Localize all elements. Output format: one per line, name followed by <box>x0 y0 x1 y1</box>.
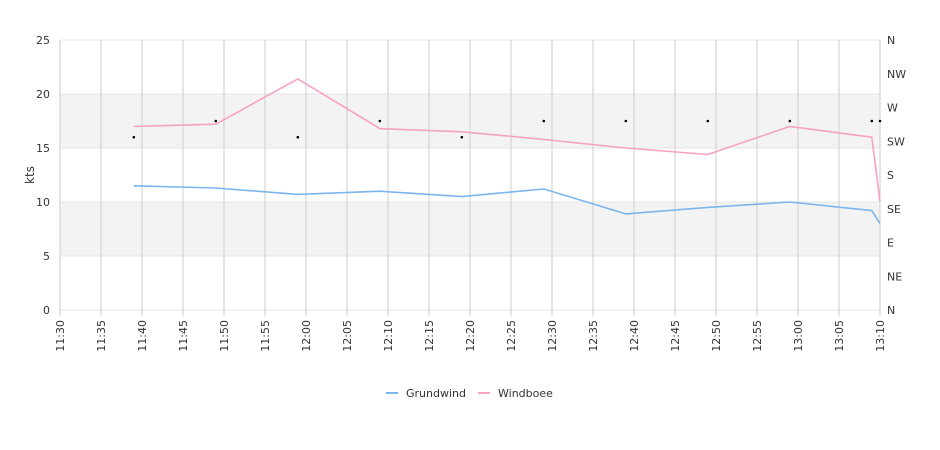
y-tick-label: 5 <box>43 250 50 263</box>
y-tick-label: 10 <box>36 196 50 209</box>
x-tick-label: 12:15 <box>423 320 436 352</box>
x-tick-label: 11:30 <box>54 320 67 352</box>
x-tick-label: 13:00 <box>792 320 805 352</box>
y2-tick-label: SE <box>887 203 901 216</box>
direction-marker <box>542 119 546 123</box>
y2-tick-label: SW <box>887 135 905 148</box>
y-tick-label: 25 <box>36 34 50 47</box>
x-tick-label: 11:40 <box>136 320 149 352</box>
x-tick-label: 11:55 <box>259 320 272 352</box>
direction-marker <box>296 135 300 139</box>
y2-tick-label: W <box>887 102 898 115</box>
series-line-grundwind <box>133 185 881 225</box>
direction-marker <box>788 119 792 123</box>
x-tick-label: 13:10 <box>874 320 887 352</box>
direction-marker <box>624 119 628 123</box>
direction-marker <box>378 119 382 123</box>
x-tick-label: 12:40 <box>628 320 641 352</box>
direction-marker <box>214 119 218 123</box>
y-axis-title: kts <box>23 166 37 184</box>
x-tick-label: 12:05 <box>341 320 354 352</box>
y2-tick-label: N <box>887 304 895 317</box>
y2-tick-label: NW <box>887 68 906 81</box>
x-tick-label: 12:30 <box>546 320 559 352</box>
x-tick-label: 12:20 <box>464 320 477 352</box>
y-tick-label: 15 <box>36 142 50 155</box>
series-line-windboee <box>133 78 881 203</box>
x-tick-label: 11:45 <box>177 320 190 352</box>
x-tick-label: 12:25 <box>505 320 518 352</box>
y2-tick-label: NE <box>887 270 902 283</box>
x-tick-label: 12:10 <box>382 320 395 352</box>
x-tick-label: 11:50 <box>218 320 231 352</box>
x-tick-label: 12:55 <box>751 320 764 352</box>
y2-tick-label: S <box>887 169 894 182</box>
direction-marker <box>870 119 874 123</box>
legend-label-windboee: Windboee <box>498 387 553 400</box>
x-tick-label: 11:35 <box>95 320 108 352</box>
direction-marker <box>706 119 710 123</box>
y2-tick-label: N <box>887 34 895 47</box>
direction-marker <box>878 119 882 123</box>
x-tick-label: 12:50 <box>710 320 723 352</box>
direction-marker <box>460 135 464 139</box>
x-tick-label: 12:35 <box>587 320 600 352</box>
y-tick-label: 20 <box>36 88 50 101</box>
x-tick-label: 12:00 <box>300 320 313 352</box>
legend-label-grundwind: Grundwind <box>406 387 466 400</box>
direction-marker <box>132 135 136 139</box>
y2-tick-label: E <box>887 237 894 250</box>
x-tick-label: 13:05 <box>833 320 846 352</box>
x-tick-label: 12:45 <box>669 320 682 352</box>
y-tick-label: 0 <box>43 304 50 317</box>
